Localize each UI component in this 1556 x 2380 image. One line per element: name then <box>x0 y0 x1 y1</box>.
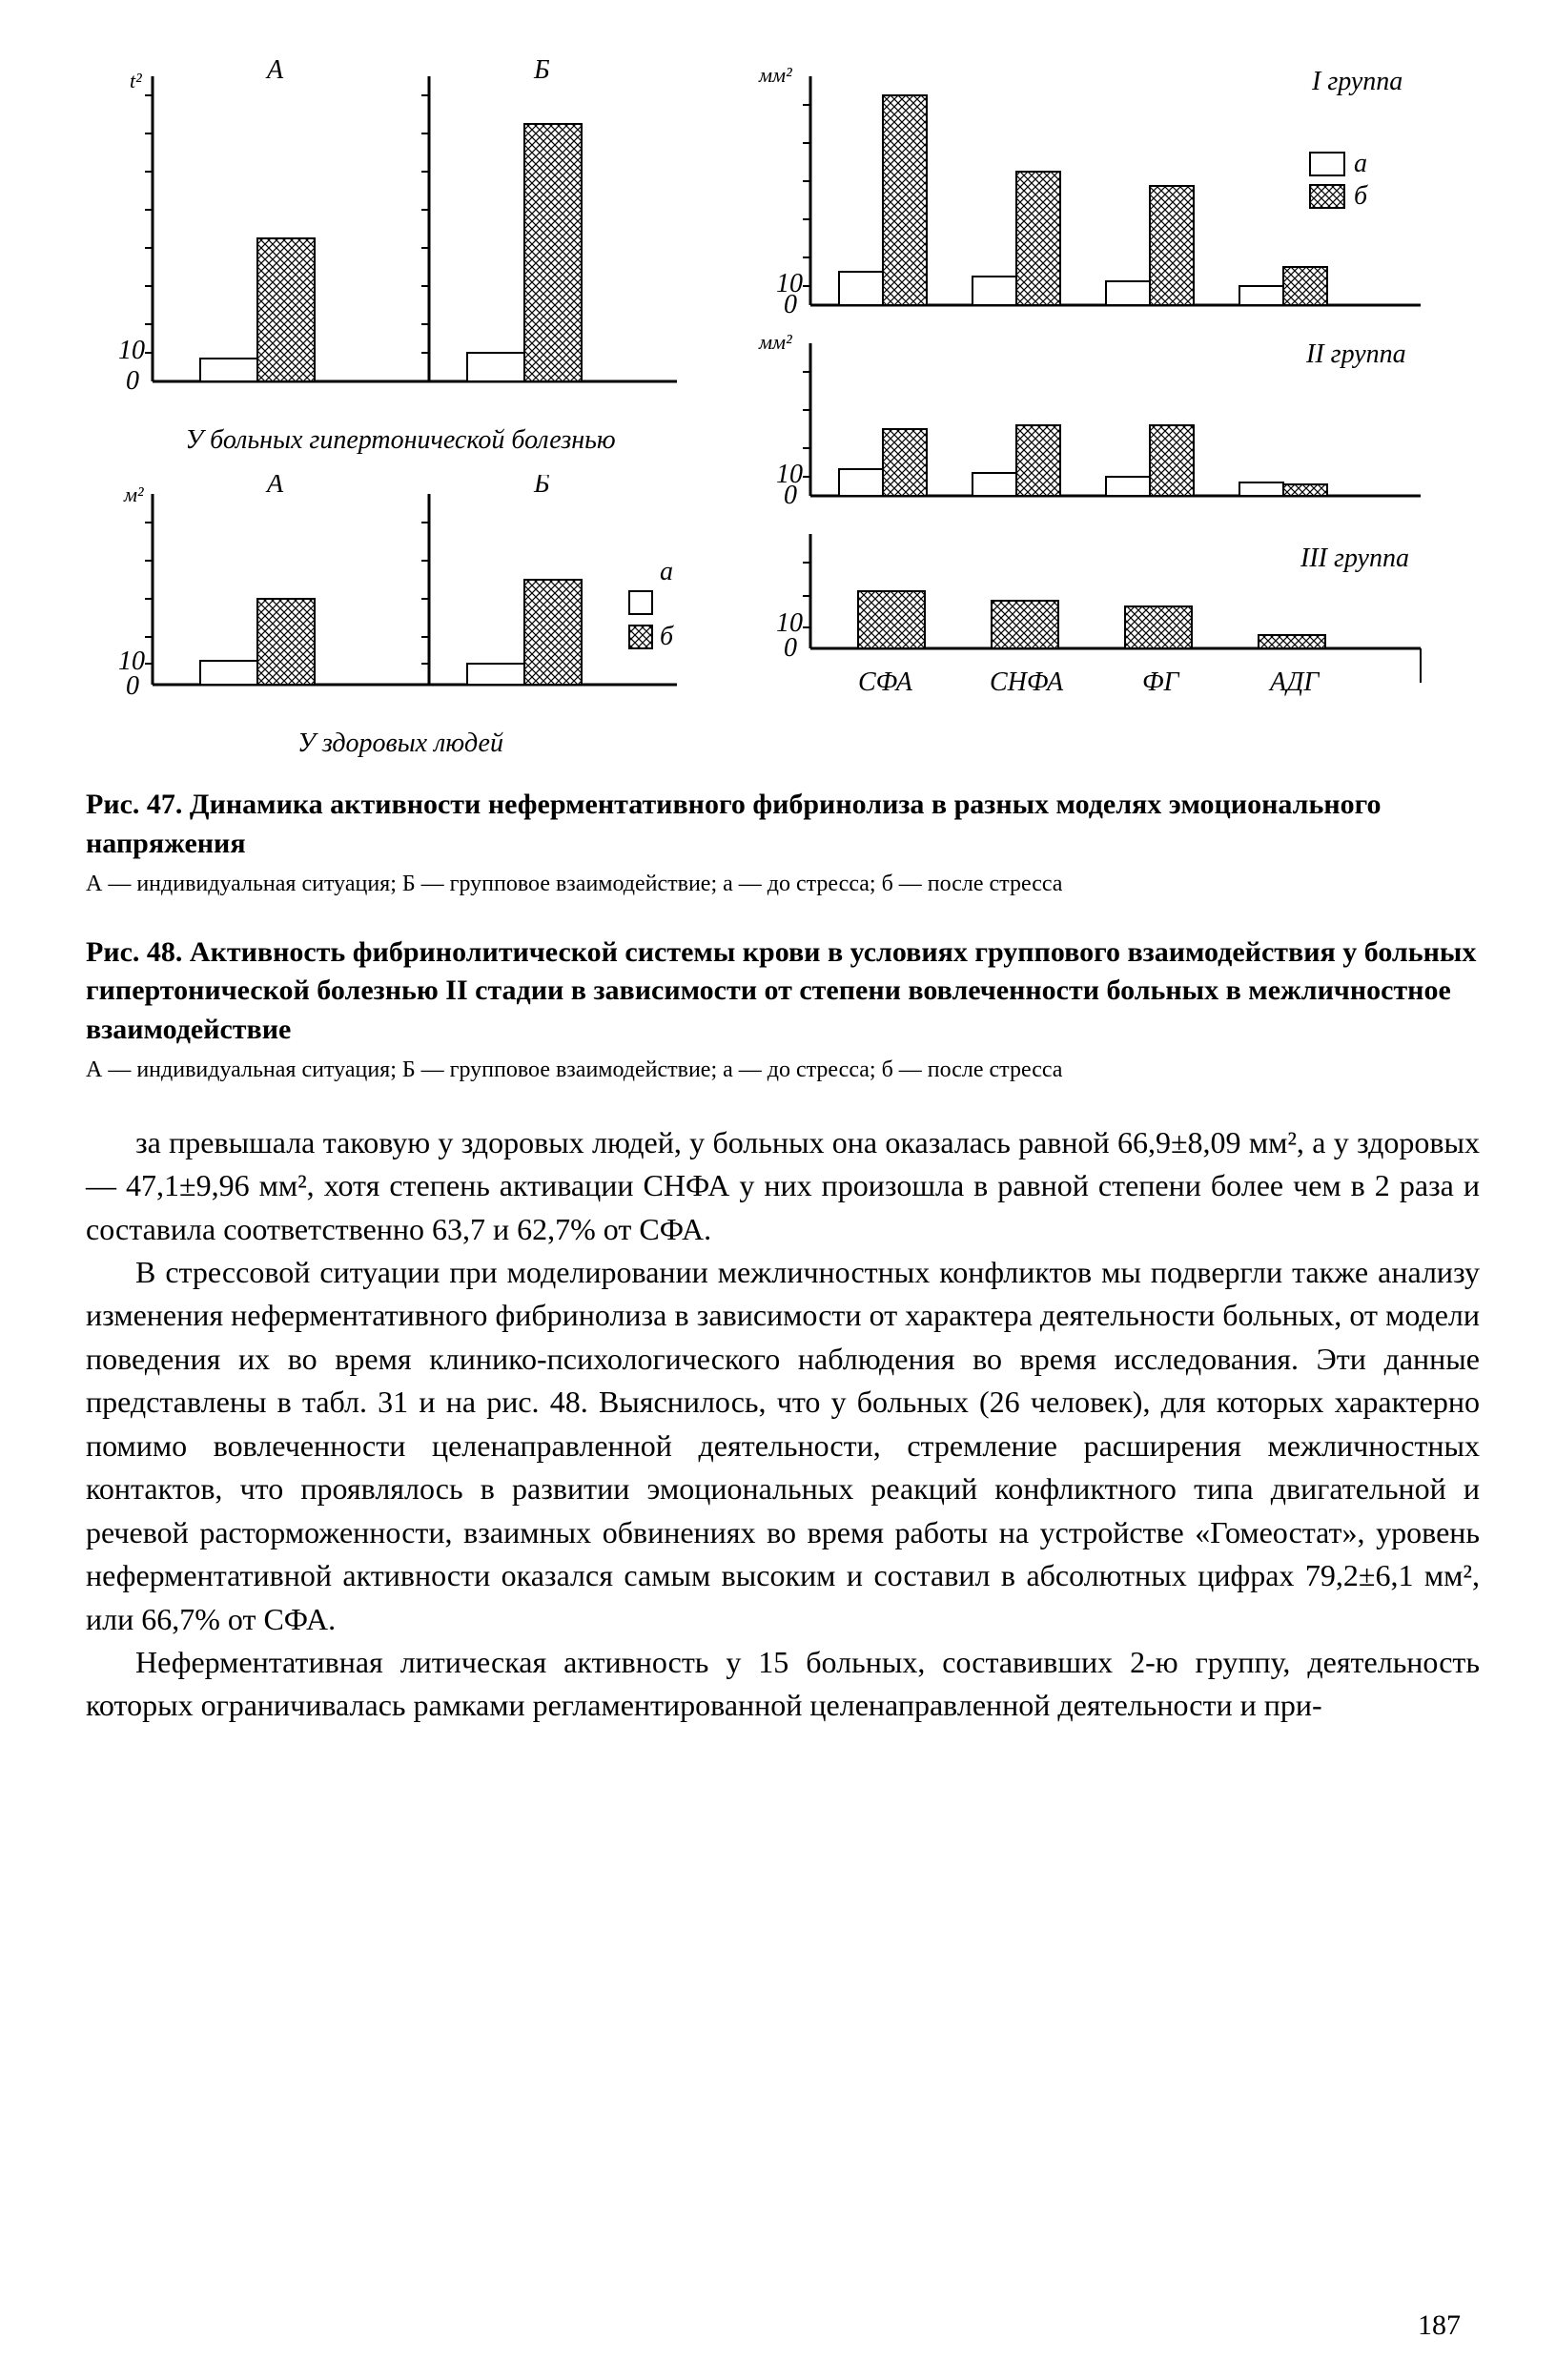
y0-label-2: 0 <box>126 671 139 701</box>
chart-right: мм² 10 0 I группа а б <box>753 57 1459 744</box>
group2-label: II группа <box>1305 339 1406 369</box>
group1-label: I группа <box>1311 67 1402 96</box>
page-number: 187 <box>1418 2309 1461 2342</box>
caption-47: Рис. 47. Динамика активности неферментат… <box>86 786 1480 901</box>
xcat-3: АДГ <box>1268 667 1320 697</box>
chart-left-top: 10 0 t² <box>86 57 715 420</box>
unit-label: t² <box>130 69 142 92</box>
caption-48: Рис. 48. Активность фибринолитической си… <box>86 934 1480 1087</box>
caption48-title: Рис. 48. Активность фибринолитической си… <box>86 934 1480 1050</box>
left-top-caption: У больных гипертонической болезнью <box>86 425 715 456</box>
xcat-1: СНФА <box>990 667 1064 697</box>
caption47-title: Рис. 47. Динамика активности неферментат… <box>86 786 1480 863</box>
para-2: В стрессовой ситуации при моделировании … <box>86 1251 1480 1641</box>
panel-b-label-2: Б <box>533 475 550 499</box>
caption47-sub: А — индивидуальная ситуация; Б — группов… <box>86 869 1480 901</box>
figures-row: 10 0 t² <box>86 57 1480 759</box>
unit-right: мм² <box>758 63 792 87</box>
left-top-panel: 10 0 t² <box>86 57 715 456</box>
panel-a-label-2: А <box>265 475 284 499</box>
legend-b: б <box>660 622 674 651</box>
group3-label: III группа <box>1300 544 1409 573</box>
body-text: за превышала таковую у здоровых людей, у… <box>86 1121 1480 1728</box>
left-bottom-panel: 10 0 м² А Б а <box>86 475 715 759</box>
figure-48-right: мм² 10 0 I группа а б <box>753 57 1459 759</box>
xcat-0: СФА <box>858 667 913 697</box>
y0-r2: 0 <box>784 481 797 510</box>
chart-left-bottom: 10 0 м² А Б а <box>86 475 715 723</box>
y10-label: 10 <box>118 336 145 365</box>
unit-label-2: м² <box>123 482 144 506</box>
panel-b-label: Б <box>533 57 550 85</box>
figure-47-left: 10 0 t² <box>86 57 715 759</box>
unit-r2: мм² <box>758 330 792 354</box>
caption48-sub: А — индивидуальная ситуация; Б — группов… <box>86 1055 1480 1087</box>
legend-b-r: б <box>1354 181 1368 211</box>
legend-a: а <box>660 557 673 586</box>
y0-label: 0 <box>126 366 139 396</box>
y0-r1: 0 <box>784 290 797 319</box>
para-1: за превышала таковую у здоровых людей, у… <box>86 1121 1480 1251</box>
panel-a-label: А <box>265 57 284 85</box>
left-bottom-caption: У здоровых людей <box>86 728 715 759</box>
legend-a-r: а <box>1354 149 1367 178</box>
page: 10 0 t² <box>0 0 1556 2380</box>
xcat-2: ФГ <box>1142 667 1180 697</box>
y0-r3: 0 <box>784 633 797 663</box>
para-3: Неферментативная литическая активность у… <box>86 1641 1480 1728</box>
